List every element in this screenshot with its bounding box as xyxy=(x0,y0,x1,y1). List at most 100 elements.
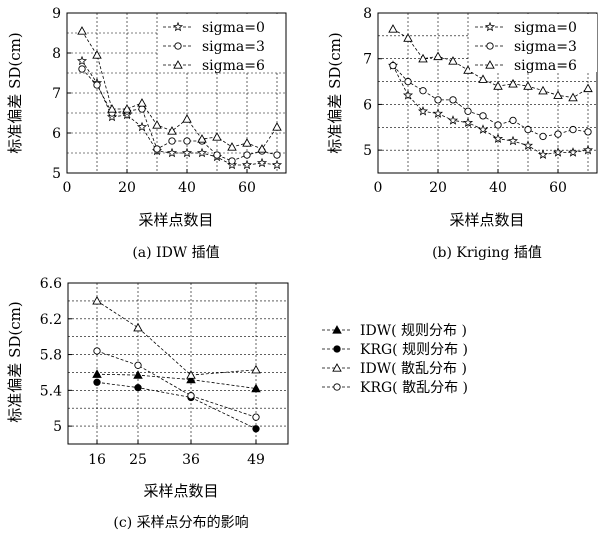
data-point-marker xyxy=(243,151,251,159)
series-line-4 xyxy=(96,350,257,418)
data-point-marker xyxy=(242,138,252,147)
data-point-marker xyxy=(567,147,579,157)
x-tick-label: 36 xyxy=(182,452,200,468)
panel-b-y-axis-label: 标准偏差 SD(cm) xyxy=(326,32,344,153)
data-point-marker xyxy=(187,392,195,400)
data-point-marker xyxy=(186,374,196,384)
panel-b-legend: sigma=0 sigma=3 sigma=6 xyxy=(470,14,597,74)
data-point-marker xyxy=(418,53,428,63)
legend-marker xyxy=(484,21,496,32)
data-point-marker xyxy=(539,132,547,141)
data-point-marker xyxy=(122,104,132,113)
data-point-marker xyxy=(478,74,488,83)
data-point-marker xyxy=(479,112,487,120)
y-tick-label: 7 xyxy=(52,86,61,102)
legend-label: KRG( 规则分布 ) xyxy=(360,342,468,358)
x-tick-label: 20 xyxy=(118,180,136,196)
data-point-marker xyxy=(389,61,397,70)
data-point-marker xyxy=(166,147,178,158)
data-point-marker xyxy=(252,413,260,421)
data-point-marker xyxy=(182,114,192,123)
panel-c-y-axis-label: 标准偏差 SD(cm) xyxy=(6,301,24,422)
data-point-marker xyxy=(569,125,577,134)
y-tick-label: 6 xyxy=(363,97,372,113)
data-point-marker xyxy=(434,96,442,104)
data-point-marker xyxy=(134,361,142,369)
x-tick-label: 60 xyxy=(549,180,567,196)
data-point-marker xyxy=(228,157,236,165)
data-point-marker xyxy=(78,65,86,73)
x-tick-label: 0 xyxy=(374,180,383,196)
panel-a-caption: (a) IDW 插值 xyxy=(132,245,219,261)
series-line-1 xyxy=(96,373,257,389)
legend-label: KRG( 散乱分布 ) xyxy=(360,380,468,396)
x-tick-label: 40 xyxy=(489,180,507,196)
legend-item: sigma=0 xyxy=(163,20,265,36)
panel-c-legend: IDW( 规则分布 ) KRG( 规则分布 ) IDW( 散乱分布 ) KRG( 散乱… xyxy=(322,323,468,396)
legend-marker xyxy=(485,60,495,69)
data-point-marker xyxy=(523,81,533,90)
data-point-marker xyxy=(537,149,549,160)
panel-c-distribution-chart: 16 25 36 496.66.25.85.45 采样点数目 标准偏差 SD(cm) … xyxy=(6,276,468,531)
legend-label: IDW( 散乱分布 ) xyxy=(360,361,467,377)
legend-label: sigma=0 xyxy=(514,20,577,36)
data-point-marker xyxy=(583,83,593,93)
series-line-2 xyxy=(96,381,257,430)
data-point-marker xyxy=(449,96,457,104)
data-point-marker xyxy=(93,347,101,355)
legend-item: KRG( 规则分布 ) xyxy=(322,342,468,358)
data-point-marker xyxy=(404,77,412,86)
data-point-marker xyxy=(403,33,413,42)
y-tick-label: 6.6 xyxy=(40,276,62,292)
data-point-marker xyxy=(494,121,502,129)
data-point-marker xyxy=(273,151,281,159)
data-point-marker xyxy=(492,133,504,144)
y-tick-label: 7 xyxy=(363,52,372,68)
data-point-marker xyxy=(93,81,101,89)
data-point-marker xyxy=(524,125,532,134)
data-point-marker xyxy=(93,378,101,386)
data-point-marker xyxy=(508,78,518,88)
data-point-marker xyxy=(417,105,429,116)
data-point-marker xyxy=(136,121,148,132)
data-point-marker xyxy=(509,116,517,125)
data-point-marker xyxy=(167,126,177,135)
y-tick-label: 5 xyxy=(52,166,61,182)
legend-marker xyxy=(332,325,342,334)
legend-label: sigma=6 xyxy=(514,58,577,74)
data-point-marker xyxy=(196,147,208,158)
data-point-marker xyxy=(493,81,503,90)
data-point-marker xyxy=(477,124,489,134)
legend-marker xyxy=(174,42,182,50)
data-point-marker xyxy=(462,117,474,128)
legend-marker xyxy=(486,42,494,50)
series-line-2 xyxy=(392,65,589,137)
data-point-marker xyxy=(507,135,519,146)
data-point-marker xyxy=(92,50,102,59)
data-point-marker xyxy=(552,147,564,157)
x-tick-label: 20 xyxy=(429,180,447,196)
panel-a-idw-chart: 0 20 40 60 5 6 7 8 9 sigma=0 sigma=3 sigma=6 采样点数目… xyxy=(6,6,287,261)
x-tick-label: 40 xyxy=(178,180,196,196)
y-tick-label: 5.8 xyxy=(40,348,62,364)
legend-marker xyxy=(333,345,341,353)
data-point-marker xyxy=(92,295,102,305)
panel-a-legend: sigma=0 sigma=3 sigma=6 xyxy=(158,14,285,74)
legend-item: sigma=6 xyxy=(475,58,577,74)
data-point-marker xyxy=(447,115,459,125)
x-tick-label: 49 xyxy=(247,452,265,468)
data-point-marker xyxy=(227,142,237,151)
data-point-marker xyxy=(137,98,147,107)
data-point-marker xyxy=(152,120,162,129)
data-point-marker xyxy=(138,105,146,113)
data-point-marker xyxy=(402,89,414,100)
data-point-marker xyxy=(448,56,458,65)
legend-item: IDW( 散乱分布 ) xyxy=(322,361,467,377)
data-point-marker xyxy=(134,383,142,392)
data-point-marker xyxy=(257,144,267,153)
data-point-marker xyxy=(197,134,207,143)
legend-item: KRG( 散乱分布 ) xyxy=(322,380,468,396)
data-point-marker xyxy=(522,140,534,150)
panel-c-caption: (c) 采样点分布的影响 xyxy=(113,515,248,531)
